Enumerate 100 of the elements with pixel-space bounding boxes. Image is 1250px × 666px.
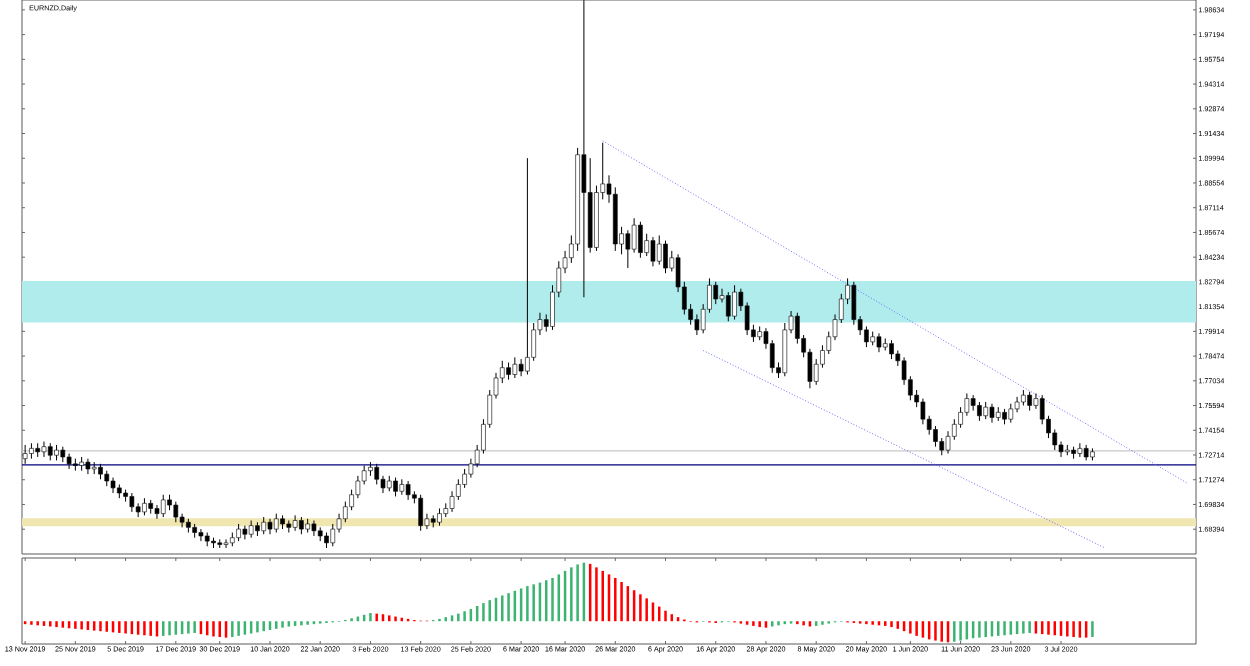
candlestick xyxy=(368,461,373,477)
candlestick xyxy=(286,520,292,534)
candlestick xyxy=(142,497,147,516)
candlestick xyxy=(725,291,731,322)
candlestick xyxy=(1090,447,1095,461)
candlestick xyxy=(1027,391,1032,412)
candlestick xyxy=(299,516,304,535)
candlestick xyxy=(135,502,141,518)
candlestick xyxy=(1065,444,1070,456)
candlestick xyxy=(1083,444,1089,461)
candlestick xyxy=(292,514,298,532)
candlestick xyxy=(280,514,285,530)
candlestick xyxy=(330,523,336,547)
candlestick xyxy=(882,337,888,351)
candlestick xyxy=(60,446,66,463)
candlestick xyxy=(983,401,988,420)
candlestick xyxy=(449,490,455,513)
candlestick xyxy=(795,312,800,345)
candlestick xyxy=(98,463,103,480)
candlestick xyxy=(851,281,857,326)
candlestick xyxy=(1014,396,1020,413)
candlestick xyxy=(104,470,110,487)
candlestick xyxy=(612,186,618,252)
candlestick xyxy=(876,332,882,353)
candlestick xyxy=(995,406,1001,422)
candlestick xyxy=(324,532,329,549)
candlestick xyxy=(813,358,819,386)
candlestick xyxy=(1008,403,1014,424)
candlestick xyxy=(66,453,72,470)
candlestick xyxy=(462,468,467,489)
candlestick xyxy=(933,425,938,448)
candlestick xyxy=(248,520,254,539)
candlestick xyxy=(713,281,719,305)
candlestick xyxy=(418,494,423,532)
candlestick xyxy=(22,444,28,465)
candlestick xyxy=(939,437,945,456)
candlestick xyxy=(970,394,976,412)
candlestick xyxy=(110,477,116,494)
candlestick xyxy=(1002,408,1007,425)
candlestick xyxy=(1071,446,1076,460)
candlestick xyxy=(920,398,926,425)
candlestick xyxy=(223,538,229,549)
candlestick xyxy=(977,401,982,422)
candlestick xyxy=(173,501,179,523)
candlestick xyxy=(79,456,84,472)
candlestick xyxy=(1021,389,1026,406)
candlestick xyxy=(393,477,398,497)
candlestick xyxy=(405,480,411,501)
candlestick xyxy=(870,331,875,346)
candlestick xyxy=(305,518,310,534)
candlestick xyxy=(650,236,656,267)
candlestick xyxy=(694,313,700,336)
candlestick xyxy=(186,518,191,534)
candlestick xyxy=(154,504,160,520)
candlestick xyxy=(456,478,461,501)
candlestick xyxy=(399,478,405,496)
candlestick xyxy=(518,358,524,377)
candlestick xyxy=(437,507,442,527)
candlestick xyxy=(945,430,951,455)
candlestick xyxy=(889,339,894,360)
candlestick xyxy=(512,356,518,379)
candlestick xyxy=(123,489,128,503)
candlestick xyxy=(198,528,204,542)
candlestick xyxy=(160,494,166,518)
candlestick xyxy=(443,502,449,518)
candlestick xyxy=(525,157,530,376)
candlestick xyxy=(374,463,380,485)
candlestick xyxy=(864,325,869,348)
candlestick xyxy=(230,532,235,547)
candlestick xyxy=(782,322,788,377)
candlestick xyxy=(167,494,172,511)
candlestick xyxy=(261,516,267,535)
candlestick xyxy=(386,475,392,492)
candlestick xyxy=(91,461,97,475)
candlestick xyxy=(581,0,587,298)
candlestick xyxy=(656,234,662,266)
candlestick xyxy=(311,520,317,537)
candlestick xyxy=(192,523,197,539)
candlestick xyxy=(506,362,511,381)
candlestick xyxy=(47,442,53,461)
candlestick xyxy=(236,523,241,542)
candlestick xyxy=(355,475,361,499)
candlestick xyxy=(989,403,995,424)
candlestick xyxy=(380,475,386,494)
candlestick xyxy=(85,458,91,475)
candlestick xyxy=(757,325,762,341)
candlestick xyxy=(267,518,273,535)
candlestick xyxy=(769,339,775,374)
candlestick xyxy=(732,284,737,321)
candlestick xyxy=(964,392,970,417)
candlestick xyxy=(204,532,210,547)
candlestick xyxy=(242,525,248,540)
candlestick xyxy=(638,221,643,259)
candlestick xyxy=(41,441,47,458)
candlestick xyxy=(54,444,59,461)
candlestick xyxy=(211,537,216,549)
candlestick xyxy=(430,514,436,528)
candlestick xyxy=(273,513,279,534)
candlestick xyxy=(958,406,963,429)
candlestick xyxy=(148,499,154,515)
